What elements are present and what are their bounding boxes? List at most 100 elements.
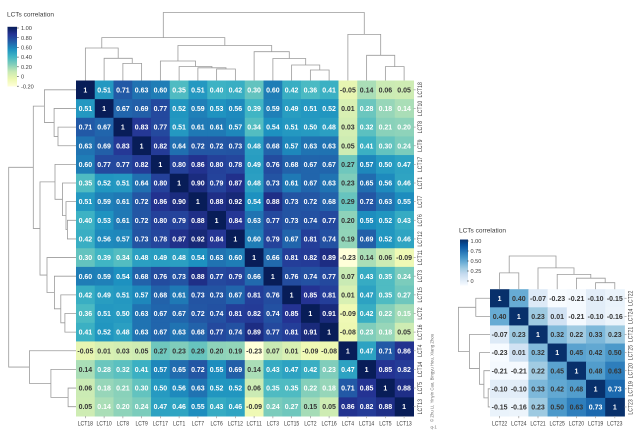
svg-text:LCT9: LCT9 <box>417 139 424 152</box>
svg-text:0.52: 0.52 <box>229 386 243 393</box>
svg-text:1.00: 1.00 <box>21 26 32 32</box>
svg-text:0.67: 0.67 <box>322 162 336 169</box>
svg-text:0.76: 0.76 <box>266 292 280 299</box>
svg-text:0.30: 0.30 <box>79 255 93 262</box>
svg-text:0.57: 0.57 <box>135 292 149 299</box>
svg-text:0.19: 0.19 <box>229 348 243 355</box>
svg-text:0.51: 0.51 <box>97 87 111 94</box>
svg-text:LCT11: LCT11 <box>246 421 262 428</box>
svg-text:0.18: 0.18 <box>97 386 111 393</box>
svg-text:LCT4: LCT4 <box>417 344 424 357</box>
svg-text:0.35: 0.35 <box>379 292 393 299</box>
svg-text:0.77: 0.77 <box>154 106 168 113</box>
svg-text:0.49: 0.49 <box>285 106 299 113</box>
svg-text:0.82: 0.82 <box>360 404 374 411</box>
svg-text:0.60: 0.60 <box>21 46 32 52</box>
svg-text:-0.21: -0.21 <box>568 314 584 321</box>
svg-text:LCT20: LCT20 <box>628 363 635 379</box>
svg-text:0: 0 <box>21 75 24 81</box>
svg-text:0.73: 0.73 <box>266 181 280 188</box>
svg-text:LCT23: LCT23 <box>607 421 623 428</box>
svg-text:0.49: 0.49 <box>247 162 261 169</box>
svg-text:0.40: 0.40 <box>210 87 224 94</box>
svg-text:0.55: 0.55 <box>360 218 374 225</box>
svg-text:0.60: 0.60 <box>247 236 261 243</box>
svg-text:0.88: 0.88 <box>379 404 393 411</box>
svg-text:LCT21: LCT21 <box>628 326 635 342</box>
svg-text:LCT13: LCT13 <box>396 421 412 428</box>
svg-text:0.23: 0.23 <box>531 314 545 321</box>
svg-text:0.21: 0.21 <box>379 125 393 132</box>
svg-text:0.30: 0.30 <box>135 386 149 393</box>
svg-text:0.23: 0.23 <box>512 332 526 339</box>
svg-text:0.81: 0.81 <box>285 255 299 262</box>
svg-text:0.73: 0.73 <box>285 199 299 206</box>
svg-text:1: 1 <box>215 218 219 225</box>
svg-text:0.68: 0.68 <box>322 199 336 206</box>
svg-text:0.57: 0.57 <box>360 162 374 169</box>
svg-text:0.67: 0.67 <box>154 330 168 337</box>
svg-text:1: 1 <box>536 332 540 339</box>
svg-text:0.55: 0.55 <box>191 404 205 411</box>
svg-text:0.86: 0.86 <box>397 348 411 355</box>
svg-text:0.59: 0.59 <box>266 106 280 113</box>
svg-text:1: 1 <box>158 162 162 169</box>
svg-text:LCT24: LCT24 <box>628 308 635 324</box>
svg-text:1: 1 <box>271 274 275 281</box>
svg-text:0.72: 0.72 <box>304 199 318 206</box>
svg-text:0.61: 0.61 <box>172 292 186 299</box>
svg-text:1: 1 <box>346 348 350 355</box>
svg-text:-0.09: -0.09 <box>396 255 412 262</box>
svg-text:0.61: 0.61 <box>191 125 205 132</box>
svg-text:0.57: 0.57 <box>285 143 299 150</box>
svg-text:0.19: 0.19 <box>341 236 355 243</box>
svg-text:0.68: 0.68 <box>285 162 299 169</box>
svg-text:1: 1 <box>290 292 294 299</box>
svg-text:0.41: 0.41 <box>135 367 149 374</box>
svg-text:0.81: 0.81 <box>229 311 243 318</box>
svg-text:0.23: 0.23 <box>322 367 336 374</box>
svg-text:0.06: 0.06 <box>247 386 261 393</box>
svg-text:-0.21: -0.21 <box>492 368 508 375</box>
svg-text:LCT6: LCT6 <box>417 214 424 227</box>
svg-text:0.73: 0.73 <box>191 292 205 299</box>
svg-text:0.66: 0.66 <box>266 255 280 262</box>
svg-text:0.80: 0.80 <box>154 218 168 225</box>
svg-text:0.88: 0.88 <box>397 386 411 393</box>
svg-text:0.01: 0.01 <box>97 348 111 355</box>
svg-text:0.14: 0.14 <box>247 367 261 374</box>
svg-text:0.64: 0.64 <box>135 181 149 188</box>
svg-text:LCT16: LCT16 <box>417 324 424 340</box>
svg-text:0.89: 0.89 <box>247 330 261 337</box>
svg-text:0.82: 0.82 <box>154 143 168 150</box>
svg-text:0.07: 0.07 <box>266 348 280 355</box>
svg-text:0.67: 0.67 <box>304 162 318 169</box>
svg-text:0.48: 0.48 <box>570 386 584 393</box>
svg-text:0.76: 0.76 <box>266 162 280 169</box>
svg-text:0.81: 0.81 <box>304 236 318 243</box>
svg-text:-0.20: -0.20 <box>21 84 34 90</box>
svg-text:0.24: 0.24 <box>266 404 280 411</box>
svg-text:0.83: 0.83 <box>116 143 130 150</box>
svg-text:0.90: 0.90 <box>191 181 205 188</box>
svg-text:1: 1 <box>177 181 181 188</box>
svg-text:0.63: 0.63 <box>135 330 149 337</box>
svg-text:LCT20: LCT20 <box>569 421 585 428</box>
svg-text:LCT14: LCT14 <box>417 361 424 377</box>
svg-text:0.67: 0.67 <box>229 292 243 299</box>
svg-text:0.46: 0.46 <box>397 236 411 243</box>
svg-text:0.29: 0.29 <box>341 199 355 206</box>
svg-text:0.05: 0.05 <box>341 143 355 150</box>
svg-text:0.77: 0.77 <box>210 274 224 281</box>
svg-text:0.63: 0.63 <box>608 368 622 375</box>
svg-text:0.29: 0.29 <box>191 348 205 355</box>
svg-text:0.47: 0.47 <box>360 292 374 299</box>
svg-text:LCT18: LCT18 <box>417 82 424 98</box>
svg-text:0.89: 0.89 <box>322 255 336 262</box>
svg-text:LCT22: LCT22 <box>492 421 508 428</box>
svg-text:-0.10: -0.10 <box>511 386 527 393</box>
svg-text:0.66: 0.66 <box>247 274 261 281</box>
svg-text:0.48: 0.48 <box>589 368 603 375</box>
svg-text:0.43: 0.43 <box>397 218 411 225</box>
svg-text:0.74: 0.74 <box>304 274 318 281</box>
